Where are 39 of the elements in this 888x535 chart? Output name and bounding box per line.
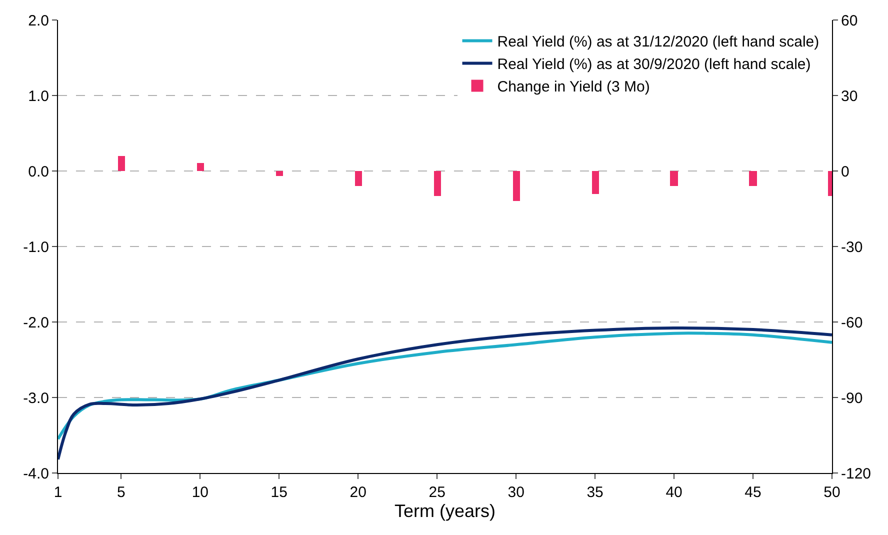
line-series <box>58 326 832 461</box>
x-tick-label: 15 <box>270 484 288 501</box>
y-tick-label: -4.0 <box>23 465 49 482</box>
x-tick-label: 10 <box>192 484 209 501</box>
bar <box>276 171 283 176</box>
y2-tick-label: -30 <box>841 238 863 256</box>
legend-label: Real Yield (%) as at 31/12/2020 (left hand scale) <box>497 34 820 51</box>
x-axis-title: Term (years) <box>394 501 496 522</box>
y-tick-label: 1.0 <box>28 88 49 105</box>
x-tick-label: 30 <box>508 484 524 501</box>
x-tick-label: 5 <box>117 484 126 501</box>
y2-tick-label: 0 <box>841 163 850 180</box>
x-tick-label: 50 <box>824 484 840 501</box>
bar <box>355 171 362 186</box>
y-tick-label: -1.0 <box>23 238 49 256</box>
y-tick-label: -2.0 <box>23 314 49 332</box>
x-tick-label: 25 <box>428 484 446 501</box>
x-tick-label: 20 <box>350 484 366 501</box>
y-tick-label: -3.0 <box>23 390 49 407</box>
legend-label: Real Yield (%) as at 30/9/2020 (left hand scale) <box>497 56 811 74</box>
y2-tick-label: 60 <box>841 12 858 30</box>
y-tick-label: 0.0 <box>28 163 49 180</box>
x-tick-label: 1 <box>54 484 62 501</box>
bar <box>592 171 599 194</box>
bar <box>434 171 441 196</box>
y2-tick-label: -120 <box>841 465 872 482</box>
x-tick-label: 35 <box>586 484 604 501</box>
x-tick-label: 40 <box>666 484 682 501</box>
y2-tick-label: -90 <box>841 390 863 407</box>
legend-label: Change in Yield (3 Mo) <box>497 78 650 96</box>
bar <box>513 171 520 201</box>
bar <box>749 171 757 186</box>
bar <box>197 163 204 171</box>
x-tick-label: 45 <box>744 484 762 501</box>
y2-tick-label: -60 <box>841 314 863 332</box>
y2-tick-label: 30 <box>841 88 858 105</box>
bar <box>118 156 125 171</box>
y-tick-label: 2.0 <box>28 12 49 30</box>
bar <box>670 171 678 186</box>
